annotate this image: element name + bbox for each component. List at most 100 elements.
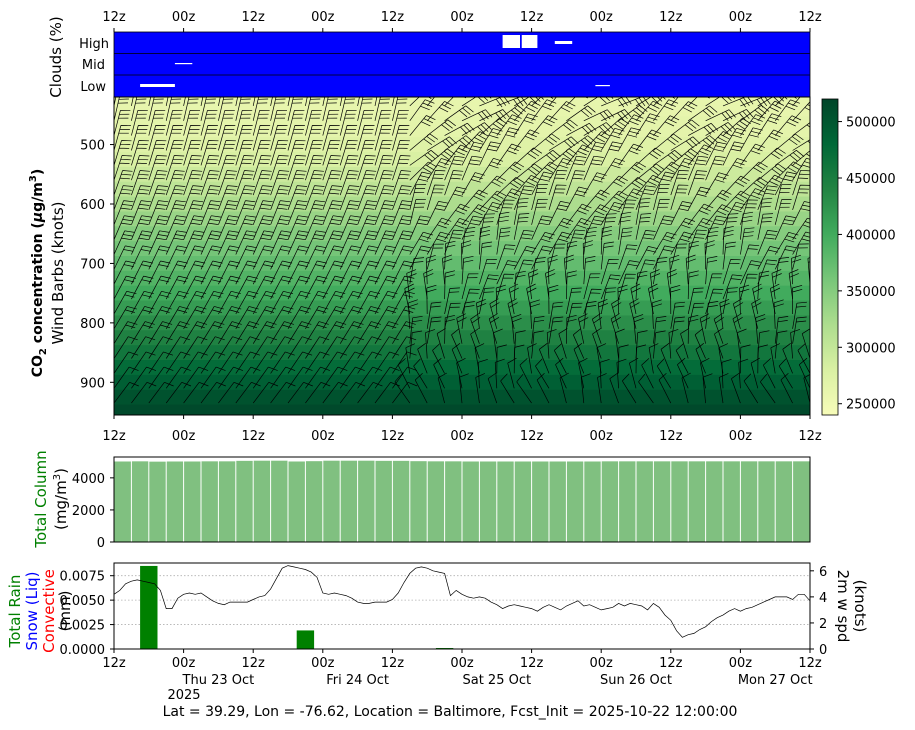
- wind-barb: [600, 213, 617, 240]
- wind-barb: [670, 284, 681, 315]
- wind-barb: [513, 270, 526, 300]
- wind-barb: [357, 200, 378, 225]
- wind-barb: [374, 351, 400, 374]
- wind-barb: [740, 227, 755, 255]
- wind-barb: [461, 273, 479, 300]
- wind-barb: [580, 373, 591, 404]
- wind-barb: [426, 217, 452, 240]
- wind-barb: [479, 258, 497, 285]
- total-column-bar: [305, 461, 323, 542]
- wind-barb: [496, 188, 522, 211]
- wind-barb: [566, 229, 586, 255]
- wind-barb: [635, 270, 648, 300]
- total-column-y-tick-label: 2000: [72, 504, 105, 519]
- time-tick-label: 12z: [659, 656, 683, 671]
- wind-barb: [566, 155, 587, 181]
- wind-barb: [322, 336, 347, 359]
- wind-barb: [648, 343, 659, 374]
- wind-barb: [165, 215, 187, 240]
- wind-barb: [755, 314, 766, 344]
- wind-barb: [461, 131, 489, 151]
- total-column-bar: [532, 461, 549, 542]
- wind-barb: [792, 150, 810, 166]
- wind-barb: [183, 215, 204, 240]
- wind-barb: [548, 101, 576, 122]
- wind-barb: [148, 336, 173, 359]
- wind-barb: [496, 344, 507, 374]
- wind-barb: [218, 97, 234, 121]
- wind-barb: [200, 321, 225, 344]
- precip-ylabel-snow: Snow (Liq): [23, 572, 41, 651]
- wind-barb: [740, 188, 765, 211]
- wind-barb: [616, 358, 627, 389]
- wind-barb: [270, 200, 291, 225]
- colorbar-tick-label: 450000: [846, 172, 896, 187]
- wind-barb: [357, 109, 375, 136]
- wind-barb: [357, 125, 375, 151]
- wind-barb: [200, 109, 218, 136]
- wind-barb: [339, 230, 361, 255]
- time-tick-label: 00z: [729, 429, 753, 444]
- wind-barb: [546, 328, 557, 359]
- wind-barb: [774, 245, 797, 270]
- wind-barb: [270, 97, 286, 121]
- time-tick-label: 12z: [102, 429, 126, 444]
- total-column-panel: 0 2000 4000 Total Column (mg/m3): [32, 450, 811, 551]
- time-tick-label: 00z: [450, 10, 474, 25]
- wind-barb: [374, 306, 398, 329]
- wind-barb: [566, 287, 582, 315]
- wind-barb: [322, 230, 344, 255]
- wind-y-tick-label: 4: [819, 591, 827, 606]
- wind-barb: [339, 140, 358, 166]
- wind-barb: [131, 306, 155, 329]
- wind-barb: [548, 316, 564, 344]
- wind-barb: [426, 301, 442, 329]
- wind-barb: [183, 275, 206, 300]
- wind-barb: [705, 141, 728, 166]
- wind-barb: [339, 97, 356, 121]
- wind-barb: [583, 204, 610, 226]
- wind-barb: [409, 171, 432, 196]
- wind-barb: [653, 245, 675, 270]
- wind-barb: [566, 144, 592, 166]
- clouds-row-label-mid: Mid: [82, 58, 105, 73]
- wind-barb: [322, 366, 348, 389]
- wind-barb: [738, 358, 749, 389]
- wind-barb: [705, 301, 719, 329]
- wind-barb: [531, 231, 555, 255]
- wind-barb: [235, 290, 259, 315]
- wind-barb: [600, 274, 621, 300]
- wind-barb: [774, 316, 789, 344]
- wind-barb: [305, 351, 330, 374]
- wind-barb: [148, 97, 164, 121]
- wind-barb: [461, 172, 485, 196]
- wind-barb: [322, 155, 341, 181]
- wind-barb: [791, 254, 802, 285]
- wind-barb: [235, 155, 254, 181]
- wind-barb: [374, 125, 392, 151]
- wind-barb: [687, 270, 699, 300]
- wind-barb: [131, 351, 156, 374]
- wind-barb: [479, 201, 503, 225]
- wind-barb: [200, 97, 216, 121]
- wind-barb: [782, 343, 793, 374]
- wind-barb: [548, 284, 559, 315]
- wind-barb: [183, 245, 205, 270]
- wind-barb: [798, 357, 810, 389]
- wind-barb: [670, 201, 693, 225]
- wind-barb: [583, 155, 604, 181]
- wind-barb: [200, 351, 226, 374]
- wind-barb: [305, 381, 331, 404]
- wind-barb: [669, 254, 680, 285]
- wind-barb: [635, 213, 652, 240]
- wind-barb: [339, 155, 359, 181]
- wind-barb: [114, 245, 136, 270]
- wind-barb: [339, 185, 360, 211]
- wind-barb: [165, 185, 186, 211]
- total-column-bar: [375, 460, 392, 542]
- wind-barb: [426, 284, 437, 315]
- time-tick-label: 12z: [798, 429, 822, 444]
- wind-barb: [687, 155, 709, 181]
- wind-barb: [583, 226, 597, 255]
- precip-y-axis: 0.0000 0.0025 0.0050 0.0075: [60, 570, 114, 658]
